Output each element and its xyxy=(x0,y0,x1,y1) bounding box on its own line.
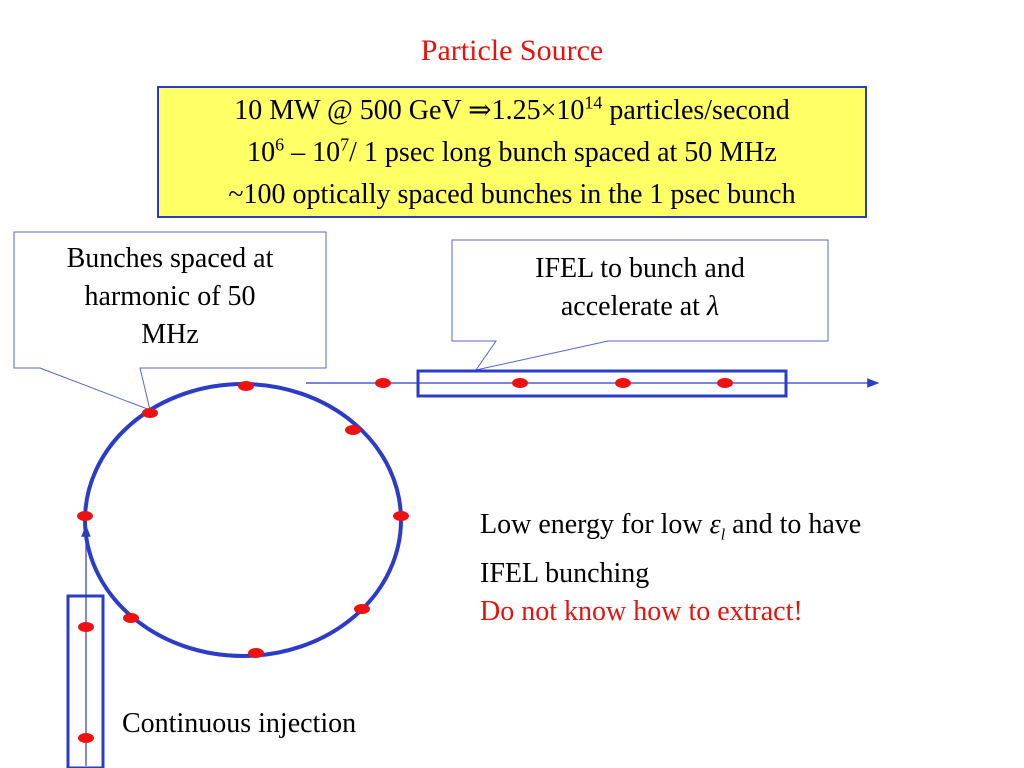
note-line-2: IFEL bunching xyxy=(480,557,650,589)
note-line-1: Low energy for low εl and to have xyxy=(480,506,861,555)
beamline-bunch xyxy=(615,378,631,388)
left-callout-line-1: Bunches spaced at xyxy=(66,243,274,274)
summary-line-1-tail: particles/second xyxy=(602,95,790,126)
left-callout-text: Bunches spaced at harmonic of 50 MHz xyxy=(14,240,326,354)
ring-bunch xyxy=(77,511,93,521)
summary-line-1-exponent: 14 xyxy=(584,92,603,113)
beamline-bunch xyxy=(375,378,391,388)
right-callout-bubble xyxy=(451,239,829,371)
epsilon-symbol: ε xyxy=(709,509,721,540)
ring-bunch xyxy=(393,511,409,521)
note-text: Low energy for low εl and to have IFEL b… xyxy=(480,506,861,631)
beamline-bunch xyxy=(717,378,733,388)
ring-bunch xyxy=(248,648,264,658)
ring-bunch xyxy=(345,425,361,435)
note-line-1-tail: and to have xyxy=(725,509,862,540)
summary-line-2-base2: – 10 xyxy=(284,137,341,168)
summary-box: 10 MW @ 500 GeV ⇒1.25×1014 particles/sec… xyxy=(157,86,867,218)
summary-line-2: 106 – 107/ 1 psec long bunch spaced at 5… xyxy=(159,132,865,174)
ring-bunch xyxy=(238,381,254,391)
summary-line-1: 10 MW @ 500 GeV ⇒1.25×1014 particles/sec… xyxy=(159,90,865,132)
ring-bunch xyxy=(123,613,139,623)
summary-line-2-exponent2: 7 xyxy=(340,134,350,155)
injection-bunch xyxy=(78,622,94,632)
ring-bunch xyxy=(354,604,370,614)
page-title: Particle Source xyxy=(420,34,604,67)
right-callout-text: IFEL to bunch and accelerate at λ xyxy=(452,250,828,326)
left-callout-line-3: MHz xyxy=(141,319,199,350)
summary-line-1-text: 10 MW @ 500 GeV ⇒1.25×10 xyxy=(234,95,585,126)
ring-bunch xyxy=(142,408,158,418)
summary-line-3: ~100 optically spaced bunches in the 1 p… xyxy=(228,179,796,210)
left-callout-bubble xyxy=(13,231,327,411)
summary-line-2-tail: / 1 psec long bunch spaced at 50 MHz xyxy=(349,137,777,168)
right-callout-line-2-text: accelerate at xyxy=(560,291,707,322)
summary-line-2-base1: 10 xyxy=(247,137,276,168)
summary-line-2-exponent1: 6 xyxy=(275,134,285,155)
beamline-bunch xyxy=(512,378,528,388)
right-callout-line-1: IFEL to bunch and xyxy=(535,253,745,284)
note-line-1-text: Low energy for low xyxy=(480,509,710,540)
epsilon-subscript: l xyxy=(720,526,726,544)
injection-label: Continuous injection xyxy=(122,708,357,739)
ifel-section xyxy=(416,369,788,398)
note-warning: Do not know how to extract! xyxy=(480,595,803,627)
left-callout-line-2: harmonic of 50 xyxy=(84,281,256,312)
injection-bunch xyxy=(78,733,94,743)
lambda-symbol: λ xyxy=(706,291,720,322)
right-callout-line-2: accelerate at λ xyxy=(452,288,828,326)
